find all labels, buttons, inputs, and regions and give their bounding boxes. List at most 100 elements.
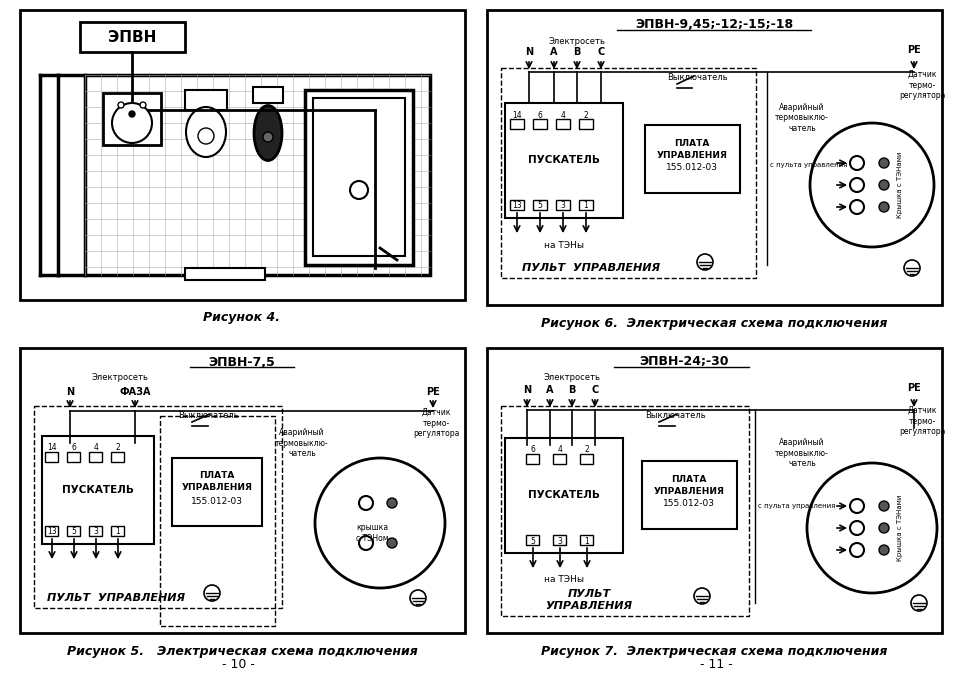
Text: с пульта управления: с пульта управления [769, 162, 846, 168]
Bar [579, 454, 593, 464]
Text: - 10 -: - 10 - [221, 659, 254, 671]
Text: 2: 2 [115, 443, 120, 452]
Text: 5: 5 [537, 202, 542, 210]
Text: с пульта управления: с пульта управления [758, 503, 835, 509]
Circle shape [849, 200, 863, 214]
Text: 4: 4 [560, 110, 565, 119]
Bar [533, 200, 546, 210]
Text: 13: 13 [47, 528, 57, 537]
Text: ПУЛЬТ  УПРАВЛЕНИЯ: ПУЛЬТ УПРАВЛЕНИЯ [521, 263, 659, 273]
Circle shape [410, 590, 426, 606]
Text: на ТЭНы: на ТЭНы [543, 240, 583, 249]
Ellipse shape [186, 107, 226, 157]
Bar [89, 452, 102, 462]
Circle shape [849, 499, 863, 513]
Bar [641, 461, 737, 529]
Text: ПЛАТА: ПЛАТА [674, 138, 709, 148]
Circle shape [129, 111, 135, 117]
Bar [486, 10, 941, 305]
Bar [510, 200, 523, 210]
Bar [160, 416, 274, 626]
Text: ПУЛЬТ: ПУЛЬТ [567, 589, 610, 599]
Bar [42, 436, 153, 544]
Text: ЭПВН: ЭПВН [108, 29, 156, 44]
Text: 2: 2 [583, 110, 588, 119]
Text: 6: 6 [71, 443, 76, 452]
Bar [45, 526, 58, 536]
Circle shape [198, 128, 213, 144]
Text: ПУСКАТЕЛЬ: ПУСКАТЕЛЬ [528, 155, 599, 165]
Circle shape [878, 523, 888, 533]
Circle shape [910, 595, 926, 611]
Circle shape [358, 536, 373, 550]
Text: Электросеть: Электросеть [548, 37, 605, 46]
Bar [172, 458, 262, 526]
Circle shape [358, 496, 373, 510]
Text: 1: 1 [583, 202, 588, 210]
Bar [45, 452, 58, 462]
Bar [89, 526, 102, 536]
Circle shape [849, 543, 863, 557]
Circle shape [878, 180, 888, 190]
Circle shape [809, 123, 933, 247]
Bar [185, 90, 227, 110]
Circle shape [387, 538, 396, 548]
Bar [80, 22, 185, 52]
Text: 3: 3 [93, 528, 98, 537]
Bar [500, 406, 748, 616]
Bar [553, 535, 565, 545]
Text: ЭПВН-7,5: ЭПВН-7,5 [209, 355, 275, 368]
Circle shape [387, 498, 396, 508]
Bar [313, 98, 405, 256]
Bar [510, 119, 523, 129]
Text: 14: 14 [512, 110, 521, 119]
Text: PE: PE [906, 45, 920, 55]
Text: A: A [550, 47, 558, 57]
Text: ЭПВН-9,45;-12;-15;-18: ЭПВН-9,45;-12;-15;-18 [635, 18, 792, 31]
Text: 155.012-03: 155.012-03 [662, 499, 714, 509]
Circle shape [878, 501, 888, 511]
Text: N: N [66, 387, 74, 397]
Text: УПРАВЛЕНИЯ: УПРАВЛЕНИЯ [653, 486, 723, 496]
Circle shape [878, 545, 888, 555]
Text: Рисунок 6.  Электрическая схема подключения: Рисунок 6. Электрическая схема подключен… [540, 317, 886, 330]
Text: ПУЛЬТ  УПРАВЛЕНИЯ: ПУЛЬТ УПРАВЛЕНИЯ [47, 593, 185, 603]
Text: PE: PE [906, 383, 920, 393]
Circle shape [112, 103, 152, 143]
Text: - 11 -: - 11 - [699, 659, 732, 671]
Bar [504, 438, 622, 553]
Bar [305, 90, 413, 265]
Bar [556, 119, 569, 129]
Bar [185, 268, 265, 280]
Text: ПЛАТА: ПЛАТА [671, 475, 706, 484]
Text: 5: 5 [530, 537, 535, 545]
Text: Рисунок 4.: Рисунок 4. [203, 311, 280, 325]
Text: C: C [591, 385, 598, 395]
Text: N: N [522, 385, 531, 395]
Bar [553, 454, 565, 464]
Text: 14: 14 [47, 443, 57, 452]
Circle shape [204, 585, 220, 601]
Ellipse shape [253, 106, 282, 161]
Bar [111, 452, 124, 462]
Circle shape [878, 158, 888, 168]
Text: Выключатель: Выключатель [177, 411, 238, 420]
Text: Крышка с ТЭНами: Крышка с ТЭНами [896, 495, 902, 561]
Text: ФАЗА: ФАЗА [119, 387, 151, 397]
Text: крышка
с ТЭНом: крышка с ТЭНом [355, 523, 388, 543]
Text: Аварийный
термовыклю-
чатель: Аварийный термовыклю- чатель [274, 428, 329, 458]
Circle shape [118, 102, 124, 108]
Text: Рисунок 5.   Электрическая схема подключения: Рисунок 5. Электрическая схема подключен… [67, 644, 417, 657]
Text: Рисунок 7.  Электрическая схема подключения: Рисунок 7. Электрическая схема подключен… [540, 644, 886, 657]
Text: ПУСКАТЕЛЬ: ПУСКАТЕЛЬ [62, 485, 133, 495]
Circle shape [878, 202, 888, 212]
Text: 2: 2 [584, 445, 589, 454]
Circle shape [350, 181, 368, 199]
Circle shape [806, 463, 936, 593]
Bar [525, 535, 538, 545]
Text: УПРАВЛЕНИЯ: УПРАВЛЕНИЯ [545, 601, 632, 611]
Text: PE: PE [426, 387, 439, 397]
Text: ПУСКАТЕЛЬ: ПУСКАТЕЛЬ [528, 490, 599, 500]
Text: ЭПВН-24;-30: ЭПВН-24;-30 [639, 355, 728, 368]
Bar [20, 348, 464, 633]
